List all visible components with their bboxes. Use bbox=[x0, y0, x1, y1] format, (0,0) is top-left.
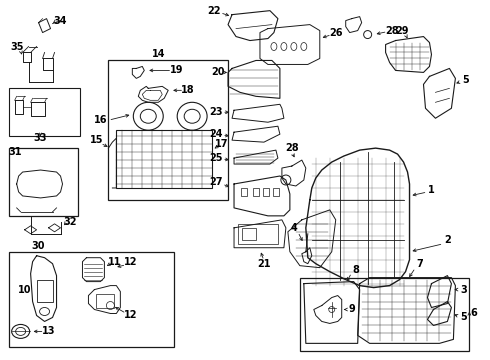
Text: 15: 15 bbox=[90, 135, 103, 145]
Text: 29: 29 bbox=[395, 26, 408, 36]
Bar bbox=[241, 188, 247, 196]
Text: 14: 14 bbox=[151, 49, 165, 59]
Text: 5: 5 bbox=[460, 312, 467, 323]
Text: 1: 1 bbox=[428, 185, 435, 195]
Text: 10: 10 bbox=[18, 284, 31, 294]
Bar bbox=[108, 60, 228, 200]
Text: 26: 26 bbox=[329, 28, 343, 37]
Text: 31: 31 bbox=[8, 147, 22, 157]
Bar bbox=[253, 188, 259, 196]
Text: 4: 4 bbox=[291, 223, 297, 233]
Text: 8: 8 bbox=[352, 265, 359, 275]
Text: 33: 33 bbox=[34, 133, 48, 143]
Text: 34: 34 bbox=[54, 15, 67, 26]
Bar bbox=[273, 188, 279, 196]
Text: 35: 35 bbox=[10, 41, 24, 51]
Text: 19: 19 bbox=[170, 66, 183, 76]
Text: 21: 21 bbox=[257, 259, 270, 269]
Text: 2: 2 bbox=[444, 235, 451, 245]
Text: 23: 23 bbox=[209, 107, 223, 117]
Text: 12: 12 bbox=[123, 310, 137, 320]
Bar bbox=[300, 278, 469, 351]
Text: 9: 9 bbox=[348, 305, 355, 315]
Bar bbox=[9, 88, 80, 136]
Bar bbox=[9, 252, 174, 347]
Text: 27: 27 bbox=[209, 177, 223, 187]
Bar bbox=[116, 130, 212, 188]
Text: 16: 16 bbox=[94, 115, 107, 125]
Bar bbox=[9, 148, 78, 216]
Text: 17: 17 bbox=[215, 139, 229, 149]
Text: 5: 5 bbox=[462, 75, 469, 85]
Text: 11: 11 bbox=[108, 257, 121, 267]
Bar bbox=[97, 293, 114, 307]
Text: 25: 25 bbox=[209, 153, 223, 163]
Bar bbox=[263, 188, 269, 196]
Text: 28: 28 bbox=[385, 26, 398, 36]
Bar bbox=[238, 224, 278, 244]
Text: 22: 22 bbox=[207, 6, 221, 15]
Bar bbox=[37, 280, 52, 302]
Text: 3: 3 bbox=[460, 284, 467, 294]
Text: 7: 7 bbox=[416, 259, 423, 269]
Bar bbox=[242, 228, 256, 240]
Text: 20: 20 bbox=[211, 67, 225, 77]
Text: 30: 30 bbox=[32, 241, 46, 251]
Text: 24: 24 bbox=[209, 129, 223, 139]
Text: 32: 32 bbox=[64, 217, 77, 227]
Text: 28: 28 bbox=[285, 143, 299, 153]
Text: 6: 6 bbox=[470, 309, 477, 319]
Text: 13: 13 bbox=[42, 327, 55, 336]
Text: 18: 18 bbox=[181, 85, 195, 95]
Text: 12: 12 bbox=[123, 257, 137, 267]
